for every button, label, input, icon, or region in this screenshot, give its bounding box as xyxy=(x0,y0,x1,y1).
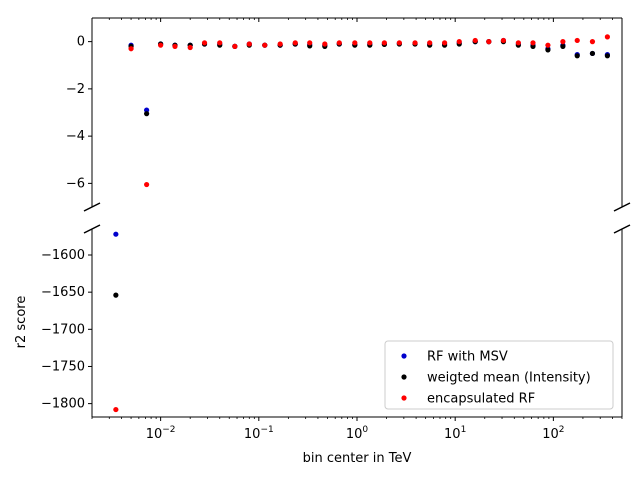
data-point xyxy=(277,41,283,47)
data-point xyxy=(336,40,342,46)
data-point xyxy=(352,40,358,46)
axes-group: 0 −2 −4 −6 −1600 −1650 −1700 −1750 −1800 10−2 10−1… xyxy=(41,17,623,442)
y-tick-label: −1700 xyxy=(41,322,85,337)
panel-lower: −1600 −1650 −1700 −1750 −1800 xyxy=(41,229,623,418)
data-point xyxy=(560,39,566,45)
data-point xyxy=(113,231,119,237)
data-point xyxy=(113,406,119,413)
data-point xyxy=(381,40,387,46)
y-tick-label: −4 xyxy=(66,129,85,144)
data-point xyxy=(560,43,566,49)
panel-upper: 0 −2 −4 −6 xyxy=(66,17,623,207)
break-mark xyxy=(613,224,631,234)
data-point xyxy=(367,40,373,46)
data-point xyxy=(307,40,313,46)
data-point xyxy=(246,41,252,47)
data-point xyxy=(545,47,551,53)
y-tick-label: −2 xyxy=(66,82,85,97)
data-point xyxy=(500,37,507,44)
legend: RF with MSV weigted mean (Intensity) encap… xyxy=(384,340,614,410)
data-point xyxy=(217,40,223,46)
data-point xyxy=(545,42,551,48)
data-point xyxy=(113,292,119,298)
data-point xyxy=(604,53,610,59)
y-tick-label: 0 xyxy=(77,35,85,50)
break-mark xyxy=(83,224,101,234)
data-point xyxy=(589,50,596,57)
legend-marker xyxy=(401,353,407,359)
legend-label: weigted mean (Intensity) xyxy=(427,371,591,386)
data-point xyxy=(456,39,462,45)
data-point xyxy=(232,43,238,49)
x-tick-label: 101 xyxy=(444,425,466,442)
x-axis-label: bin center in TeV xyxy=(303,451,412,466)
data-point xyxy=(158,42,164,48)
legend-label: RF with MSV xyxy=(427,350,508,365)
data-point xyxy=(515,40,521,46)
break-mark xyxy=(613,202,631,212)
data-point xyxy=(396,40,402,46)
y-tick-label: −6 xyxy=(66,176,85,191)
data-point xyxy=(172,43,178,49)
data-point xyxy=(441,40,448,46)
series-encapsulated-rf xyxy=(113,34,610,413)
data-point xyxy=(412,40,418,46)
data-point xyxy=(589,39,596,45)
legend-box xyxy=(384,340,614,410)
data-point xyxy=(472,37,478,44)
y-axis-label: r2 score xyxy=(14,296,29,349)
data-point xyxy=(201,40,208,46)
break-mark xyxy=(83,202,101,212)
legend-marker xyxy=(401,374,407,380)
y-tick-label: −1800 xyxy=(41,397,85,412)
data-point xyxy=(574,37,580,44)
data-point xyxy=(262,42,268,48)
data-point xyxy=(486,39,492,45)
x-tick-label: 100 xyxy=(346,425,369,442)
legend-label: encapsulated RF xyxy=(427,392,535,407)
data-point xyxy=(574,53,580,59)
x-tick-label: 10−1 xyxy=(244,425,274,442)
y-tick-label: −1600 xyxy=(41,248,85,263)
series-rf-with-msv xyxy=(113,37,610,237)
data-point xyxy=(144,181,150,188)
legend-marker xyxy=(401,395,407,401)
data-points xyxy=(113,34,610,413)
data-point xyxy=(128,46,134,52)
data-point xyxy=(144,111,150,117)
y-tick-label: −1750 xyxy=(41,359,85,374)
data-point xyxy=(427,40,433,46)
data-point xyxy=(187,44,193,51)
data-point xyxy=(322,41,328,47)
axis-break-marks xyxy=(83,202,631,234)
y-tick-label: −1650 xyxy=(41,285,85,300)
x-tick-label: 102 xyxy=(542,425,564,442)
data-point xyxy=(604,34,610,40)
x-axis: 10−2 10−1 100 101 102 xyxy=(91,18,623,442)
data-point xyxy=(292,40,298,46)
data-point xyxy=(530,40,536,46)
series-weigted-mean-intensity- xyxy=(113,39,610,298)
x-tick-label: 10−2 xyxy=(146,425,176,442)
